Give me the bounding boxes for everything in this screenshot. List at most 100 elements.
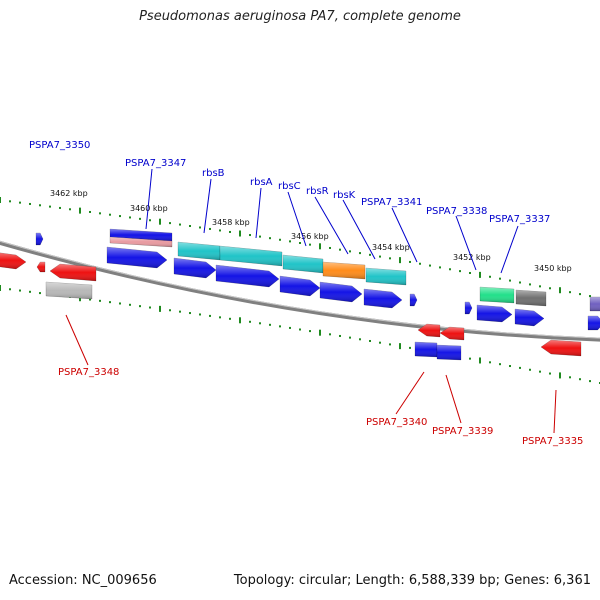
outer-tick-major (0, 197, 1, 203)
label-rbsk: rbsK (333, 190, 356, 201)
inner-tick-minor (229, 317, 231, 320)
genome-backbone-highlight (0, 240, 600, 339)
outer-tick-minor (9, 200, 11, 203)
leader-pspa7-3347 (145, 168, 153, 230)
gene-cyan-rbsa-shade (220, 246, 282, 266)
outer-tick-minor (189, 225, 191, 228)
gene-red-pspa7-3348-row-shade (50, 264, 96, 281)
outer-tick-major (319, 243, 321, 250)
outer-tick-ring (0, 197, 600, 299)
gene-red-small-marker-shade (37, 262, 45, 272)
label-rbsr: rbsR (306, 186, 329, 197)
genome-title: Pseudomonas aeruginosa PA7, complete gen… (139, 9, 461, 24)
outer-tick-minor (169, 222, 171, 225)
gene-features (0, 228, 600, 361)
outer-tick-minor (519, 281, 521, 284)
outer-tick-minor (309, 243, 311, 246)
inner-tick-major (0, 285, 1, 291)
outer-tick-minor (409, 260, 411, 263)
outer-tick-minor (339, 248, 341, 251)
inner-tick-minor (189, 312, 191, 315)
outer-tick-minor (289, 240, 291, 243)
label-pspa7-3341: PSPA7_3341 (361, 197, 422, 208)
gene-fwd-rbsb-shade (174, 258, 216, 278)
inner-tick-minor (539, 370, 541, 373)
leader-rbsk (342, 199, 376, 260)
gene-fwd-rbsc-shade (280, 276, 320, 296)
label-pspa7-3347: PSPA7_3347 (125, 158, 186, 169)
inner-tick-major (559, 372, 561, 379)
genome-backbone (0, 240, 600, 342)
gene-fwd-small-1-shade (410, 294, 417, 306)
gene-cyan-rbsb-shade (178, 242, 220, 260)
outer-tick-minor (39, 204, 41, 207)
leader-rbsa (255, 187, 262, 239)
kbp-label-3450: 3450 kbp (534, 264, 572, 273)
inner-tick-minor (39, 292, 41, 295)
outer-tick-minor (19, 201, 21, 204)
inner-tick-minor (519, 366, 521, 369)
label-pspa7-3340: PSPA7_3340 (366, 417, 427, 428)
outer-tick-minor (379, 255, 381, 258)
kbp-label-3462: 3462 kbp (50, 189, 88, 198)
outer-tick-minor (219, 229, 221, 232)
inner-tick-minor (379, 341, 381, 344)
gene-fwd-pspa7-3337-shade (515, 309, 544, 326)
gene-fwd-rbsr-shade (320, 282, 362, 302)
gene-blue-small-marker-left-shade (36, 233, 43, 245)
label-pspa7-3348: PSPA7_3348 (58, 367, 119, 378)
gene-fwd-small-2-shade (465, 302, 472, 314)
inner-tick-minor (309, 330, 311, 333)
outer-tick-minor (49, 205, 51, 208)
outer-tick-minor (149, 219, 151, 222)
outer-tick-minor (69, 208, 71, 211)
outer-tick-minor (179, 223, 181, 226)
inner-tick-minor (579, 378, 581, 381)
outer-tick-minor (579, 293, 581, 296)
forward-gene-labels: PSPA7_3350 PSPA7_3347 rbsB rbsA rbsC rbs… (29, 140, 550, 274)
inner-tick-minor (99, 299, 101, 302)
inner-tick-minor (179, 310, 181, 313)
gene-cyan-rbsc-shade (283, 255, 323, 273)
outer-tick-minor (509, 279, 511, 282)
gene-orange-rbsr-shade (323, 262, 365, 279)
genome-summary-text: Topology: circular; Length: 6,588,339 bp… (233, 573, 591, 588)
outer-tick-major (559, 287, 561, 294)
outer-tick-minor (329, 246, 331, 249)
outer-tick-minor (469, 271, 471, 274)
outer-tick-minor (489, 275, 491, 278)
kbp-label-3456: 3456 kbp (291, 232, 329, 241)
inner-tick-minor (19, 289, 21, 292)
gene-green-pspa7-3338-shade (480, 287, 514, 303)
outer-tick-minor (109, 213, 111, 216)
inner-tick-major (319, 329, 321, 336)
outer-tick-minor (199, 226, 201, 229)
outer-tick-minor (299, 242, 301, 244)
inner-tick-minor (469, 357, 471, 360)
inner-tick-minor (149, 306, 151, 309)
outer-tick-minor (249, 234, 251, 237)
inner-tick-minor (349, 336, 351, 339)
leader-rbsr (314, 196, 349, 255)
inner-tick-major (159, 305, 161, 312)
label-pspa7-3338: PSPA7_3338 (426, 206, 487, 217)
outer-tick-minor (419, 262, 421, 265)
inner-tick-minor (109, 301, 111, 304)
gene-fwd-pspa7-3338-shade (477, 305, 512, 322)
leader-pspa7-3341 (391, 207, 418, 263)
inner-tick-minor (219, 316, 221, 319)
gene-fwd-right-edge-shade (588, 316, 600, 330)
inner-tick-minor (279, 325, 281, 328)
inner-tick-minor (299, 328, 301, 331)
accession-text: Accession: NC_009656 (9, 573, 157, 588)
outer-tick-major (159, 218, 161, 225)
outer-tick-minor (539, 285, 541, 288)
gene-cyan-rbsk-shade (366, 268, 406, 285)
outer-tick-minor (89, 210, 91, 213)
inner-tick-minor (369, 339, 371, 342)
gene-purple-right-edge-shade (590, 297, 600, 311)
outer-tick-minor (569, 291, 571, 294)
inner-tick-minor (129, 303, 131, 306)
gene-rev-red-pspa7-3339-shade (440, 327, 464, 340)
label-pspa7-3337: PSPA7_3337 (489, 214, 550, 225)
